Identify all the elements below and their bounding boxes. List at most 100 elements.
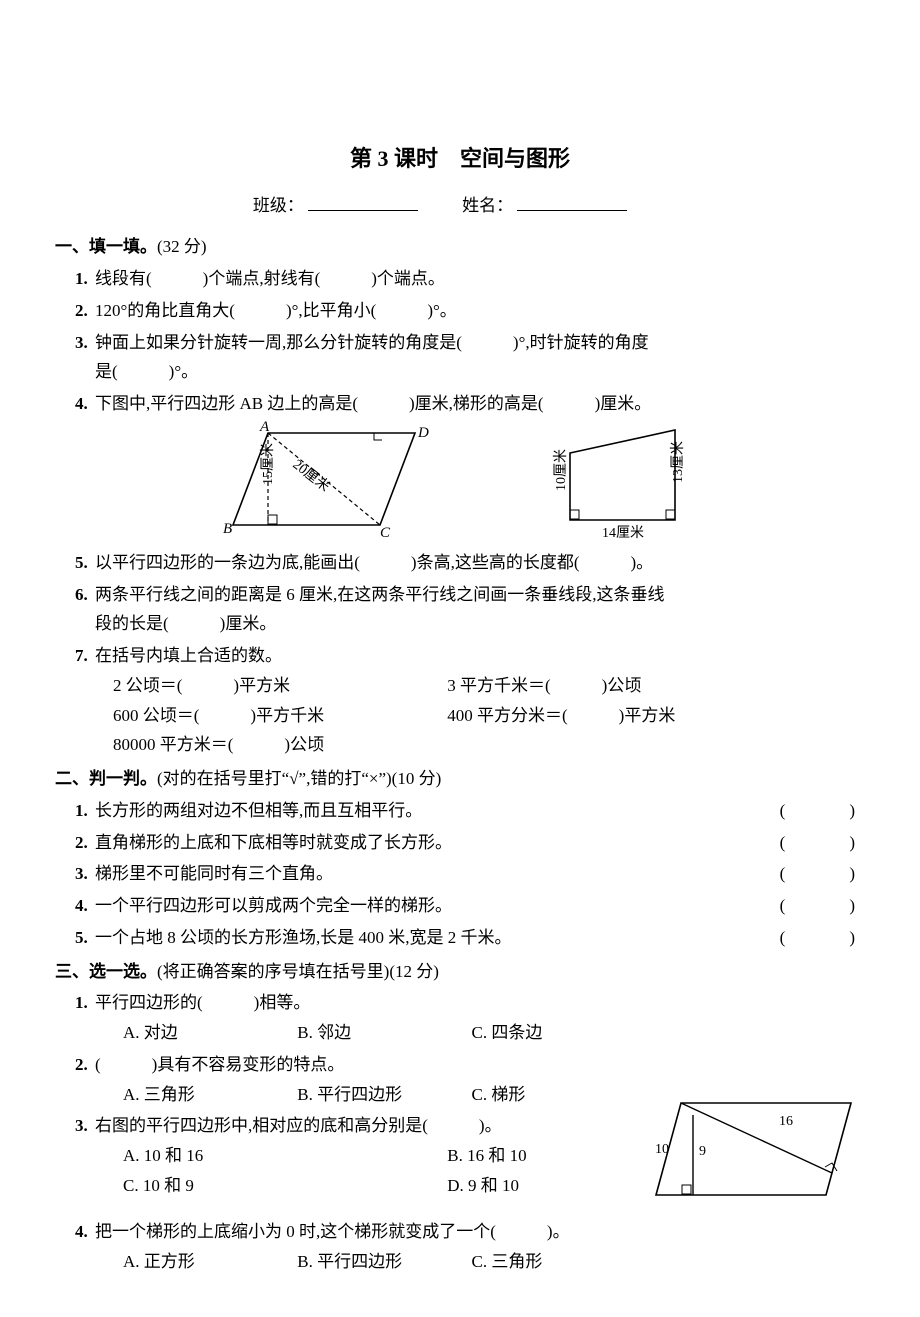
label-16: 16 — [779, 1114, 793, 1129]
section-1-questions: 1. 线段有( )个端点,射线有( )个端点。 2. 120°的角比直角大( )… — [95, 264, 865, 760]
q-1-4-figures: A D B C 15厘米 20厘米 10厘米 13厘米 14厘米 — [95, 425, 865, 540]
label-A: A — [259, 419, 270, 435]
section-1-title: 一、填一填。 — [55, 237, 157, 256]
unit-row: 80000 平方米＝( )公顷 — [113, 730, 865, 760]
section-2-questions: 1. 长方形的两组对边不但相等,而且互相平行。 ( ) 2. 直角梯形的上底和下… — [95, 796, 865, 953]
q-1-5: 5. 以平行四边形的一条边为底,能画出( )条高,这些高的长度都( )。 — [95, 548, 865, 578]
q-text: 120°的角比直角大( )°,比平角小( )°。 — [95, 296, 865, 326]
label-D: D — [417, 425, 429, 441]
label-10: 10 — [655, 1142, 669, 1157]
q-text: 两条平行线之间的距离是 6 厘米,在这两条平行线之间画一条垂线段,这条垂线 — [95, 580, 865, 610]
q-text: 线段有( )个端点,射线有( )个端点。 — [95, 264, 865, 294]
unit-conversion: 3 平方千米＝( )公顷 — [447, 671, 641, 701]
section-3-points: (将正确答案的序号填在括号里)(12 分) — [157, 962, 439, 981]
choice-b: B. 16 和 10 — [447, 1141, 617, 1171]
q-number: 3. — [75, 328, 88, 358]
q-1-6: 6. 两条平行线之间的距离是 6 厘米,在这两条平行线之间画一条垂线段,这条垂线… — [95, 580, 865, 640]
trapezoid-figure: 10厘米 13厘米 14厘米 — [550, 425, 730, 540]
q-3-4: 4. 把一个梯形的上底缩小为 0 时,这个梯形就变成了一个( )。 A. 正方形… — [95, 1217, 865, 1277]
label-15cm: 15厘米 — [260, 443, 276, 485]
q-number: 1. — [75, 988, 88, 1018]
section-2-points: (对的在括号里打“√”,错的打“×”)(10 分) — [157, 769, 441, 788]
section-1-header: 一、填一填。(32 分) — [55, 232, 865, 262]
label-9: 9 — [699, 1144, 706, 1159]
q-2-4: 4. 一个平行四边形可以剪成两个完全一样的梯形。 ( ) — [95, 891, 865, 921]
choice-b: B. 平行四边形 — [297, 1080, 467, 1110]
label-20cm: 20厘米 — [290, 456, 333, 494]
label-13cm: 13厘米 — [670, 441, 686, 483]
q-number: 3. — [75, 859, 88, 889]
choice-a: A. 对边 — [123, 1018, 293, 1048]
choice-row: A. 正方形 B. 平行四边形 C. 三角形 — [123, 1247, 865, 1277]
class-blank[interactable] — [308, 193, 418, 211]
q-1-4: 4. 下图中,平行四边形 AB 边上的高是( )厘米,梯形的高是( )厘米。 A… — [95, 389, 865, 540]
q-number: 6. — [75, 580, 88, 610]
unit-conversion: 2 公顷＝( )平方米 — [113, 671, 443, 701]
q-number: 4. — [75, 891, 88, 921]
q-1-2: 2. 120°的角比直角大( )°,比平角小( )°。 — [95, 296, 865, 326]
choice-a: A. 正方形 — [123, 1247, 293, 1277]
q-text: 段的长是( )厘米。 — [95, 609, 865, 639]
q-number: 2. — [75, 296, 88, 326]
q-text: 是( )°。 — [95, 357, 865, 387]
q-number: 5. — [75, 548, 88, 578]
q-text: 梯形里不可能同时有三个直角。 — [95, 864, 333, 883]
label-10cm: 10厘米 — [553, 449, 569, 491]
q-text: 长方形的两组对边不但相等,而且互相平行。 — [95, 801, 422, 820]
name-blank[interactable] — [517, 193, 627, 211]
choice-c: C. 梯形 — [472, 1080, 642, 1110]
q-number: 7. — [75, 641, 88, 671]
section-2-header: 二、判一判。(对的在括号里打“√”,错的打“×”)(10 分) — [55, 764, 865, 794]
class-label: 班级： — [253, 191, 304, 221]
q-2-1: 1. 长方形的两组对边不但相等,而且互相平行。 ( ) — [95, 796, 865, 826]
q-number: 4. — [75, 389, 88, 419]
name-label: 姓名： — [462, 191, 513, 221]
answer-brackets[interactable]: ( ) — [780, 923, 865, 953]
q-1-3: 3. 钟面上如果分针旋转一周,那么分针旋转的角度是( )°,时针旋转的角度 是(… — [95, 328, 865, 388]
section-1-points: (32 分) — [157, 237, 207, 256]
choice-c: C. 三角形 — [472, 1247, 642, 1277]
student-info-line: 班级： 姓名： — [55, 191, 865, 221]
parallelogram-figure: A D B C 15厘米 20厘米 — [230, 425, 440, 540]
label-14cm: 14厘米 — [602, 525, 644, 541]
q-1-7: 7. 在括号内填上合适的数。 2 公顷＝( )平方米 3 平方千米＝( )公顷 … — [95, 641, 865, 760]
q-number: 3. — [75, 1111, 88, 1141]
choice-row: A. 对边 B. 邻边 C. 四条边 — [123, 1018, 865, 1048]
q-text: 下图中,平行四边形 AB 边上的高是( )厘米,梯形的高是( )厘米。 — [95, 389, 865, 419]
unit-row: 600 公顷＝( )平方千米 400 平方分米＝( )平方米 — [113, 701, 865, 731]
unit-conversion: 400 平方分米＝( )平方米 — [447, 701, 675, 731]
answer-brackets[interactable]: ( ) — [780, 891, 865, 921]
answer-brackets[interactable]: ( ) — [780, 828, 865, 858]
answer-brackets[interactable]: ( ) — [780, 859, 865, 889]
choice-c: C. 四条边 — [472, 1018, 642, 1048]
unit-conversion: 600 公顷＝( )平方千米 — [113, 701, 443, 731]
q-2-3: 3. 梯形里不可能同时有三个直角。 ( ) — [95, 859, 865, 889]
choice-d: D. 9 和 10 — [447, 1171, 617, 1201]
page-title: 第 3 课时 空间与图形 — [55, 140, 865, 179]
q-2-2: 2. 直角梯形的上底和下底相等时就变成了长方形。 ( ) — [95, 828, 865, 858]
q-text: 平行四边形的( )相等。 — [95, 988, 865, 1018]
q-number: 1. — [75, 264, 88, 294]
section-3-header: 三、选一选。(将正确答案的序号填在括号里)(12 分) — [55, 957, 865, 987]
q-text: 以平行四边形的一条边为底,能画出( )条高,这些高的长度都( )。 — [95, 548, 865, 578]
q-1-1: 1. 线段有( )个端点,射线有( )个端点。 — [95, 264, 865, 294]
q-number: 2. — [75, 828, 88, 858]
label-C: C — [380, 525, 391, 541]
answer-brackets[interactable]: ( ) — [780, 796, 865, 826]
q-number: 4. — [75, 1217, 88, 1247]
q-text: ( )具有不容易变形的特点。 — [95, 1050, 865, 1080]
q-number: 5. — [75, 923, 88, 953]
section-3-questions: 1. 平行四边形的( )相等。 A. 对边 B. 邻边 C. 四条边 2. ( … — [95, 988, 865, 1276]
choice-c: C. 10 和 9 — [123, 1171, 443, 1201]
q-text: 直角梯形的上底和下底相等时就变成了长方形。 — [95, 833, 452, 852]
choice-a: A. 三角形 — [123, 1080, 293, 1110]
q-3-3-figure: 10 9 16 — [651, 1095, 861, 1215]
q-2-5: 5. 一个占地 8 公顷的长方形渔场,长是 400 米,宽是 2 千米。 ( ) — [95, 923, 865, 953]
label-B: B — [223, 521, 232, 537]
q-text: 把一个梯形的上底缩小为 0 时,这个梯形就变成了一个( )。 — [95, 1217, 865, 1247]
q-3-1: 1. 平行四边形的( )相等。 A. 对边 B. 邻边 C. 四条边 — [95, 988, 865, 1048]
q-text: 一个占地 8 公顷的长方形渔场,长是 400 米,宽是 2 千米。 — [95, 928, 512, 947]
q-3-3: 10 9 16 3. 右图的平行四边形中,相对应的底和高分别是( )。 A. 1… — [95, 1111, 865, 1215]
q-text: 钟面上如果分针旋转一周,那么分针旋转的角度是( )°,时针旋转的角度 — [95, 328, 865, 358]
q-number: 1. — [75, 796, 88, 826]
